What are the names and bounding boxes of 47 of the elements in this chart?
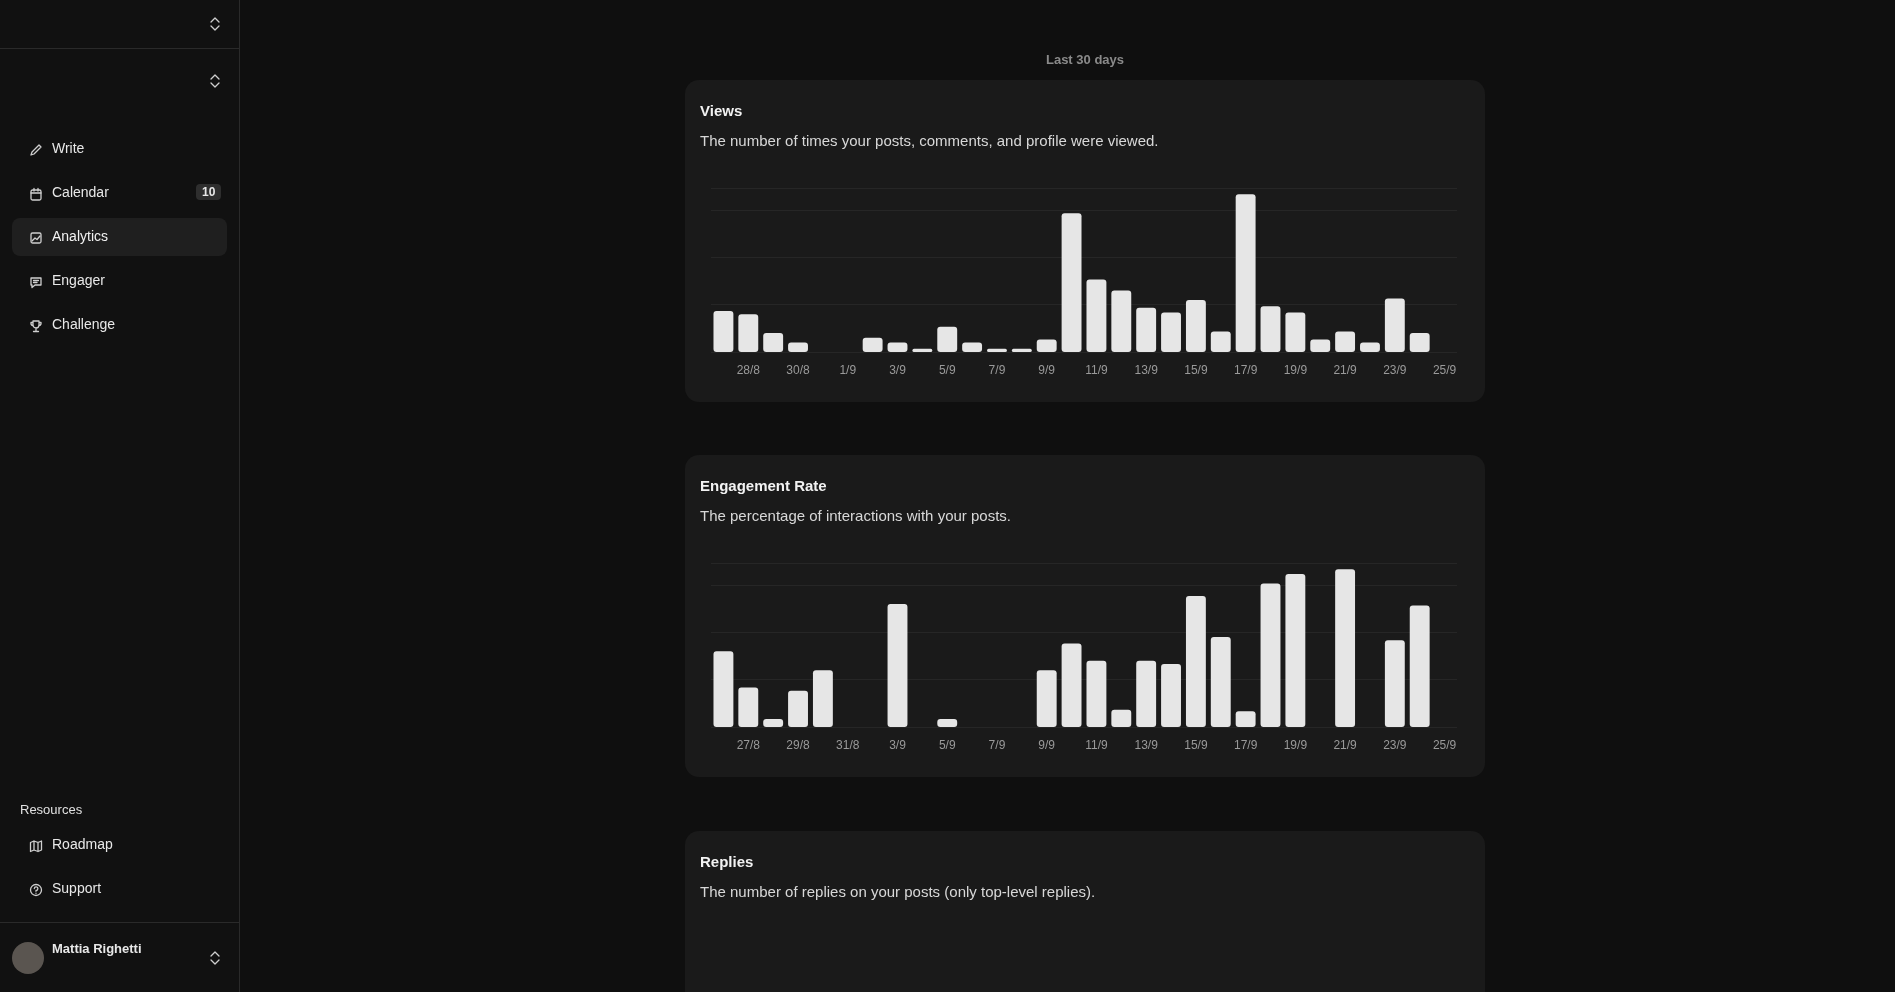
text: Mattia Righetti (52, 941, 142, 956)
x-tick-label: 1/9 (839, 363, 857, 377)
x-tick-label: 27/8 (736, 738, 761, 752)
text: The number of replies on your posts (only top-level replies). (700, 883, 1096, 900)
x-tick-label: 25/9 (1432, 738, 1457, 752)
text: Calendar (52, 184, 109, 200)
x-tick-label: 28/8 (736, 363, 761, 377)
x-tick-label: 17/9 (1233, 363, 1258, 377)
text: Roadmap (52, 836, 113, 852)
x-tick-label: 9/9 (1038, 363, 1056, 377)
x-tick-label: 3/9 (889, 363, 907, 377)
chart-subtitle: The percentage of interactions with your posts. (700, 507, 1012, 524)
x-tick-label: 15/9 (1184, 738, 1208, 752)
text: Last 30 days (1044, 52, 1125, 67)
chart-subtitle: The number of times your posts, comments, and profile were viewed. (700, 132, 1159, 149)
x-tick-label: 21/9 (1333, 363, 1358, 377)
chart-title: Engagement Rate (700, 477, 827, 494)
text: Write (52, 140, 85, 156)
text: Resources (20, 802, 83, 817)
text: Challenge (52, 316, 116, 332)
x-tick-label: 29/8 (786, 738, 811, 752)
text: Replies (700, 853, 754, 870)
x-tick-label: 13/9 (1134, 738, 1159, 752)
chart-title: Views (700, 102, 743, 119)
x-tick-label: 11/9 (1085, 363, 1108, 377)
text: 10 (196, 184, 222, 200)
x-tick-label: 15/9 (1184, 363, 1208, 377)
text: Analytics (52, 228, 109, 244)
x-tick-label: 30/8 (786, 363, 811, 377)
x-tick-label: 23/9 (1383, 363, 1407, 377)
x-tick-label: 17/9 (1233, 738, 1258, 752)
x-tick-label: 7/9 (988, 363, 1006, 377)
text: Support (52, 880, 102, 896)
x-tick-label: 19/9 (1283, 363, 1308, 377)
x-tick-label: 3/9 (889, 738, 907, 752)
x-tick-label: 13/9 (1134, 363, 1159, 377)
x-tick-label: 5/9 (938, 363, 956, 377)
x-tick-label: 5/9 (938, 738, 956, 752)
x-tick-label: 11/9 (1085, 738, 1108, 752)
x-tick-label: 19/9 (1283, 738, 1308, 752)
x-tick-label: 23/9 (1383, 738, 1407, 752)
x-tick-label: 25/9 (1432, 363, 1457, 377)
x-tick-label: 31/8 (836, 738, 860, 752)
x-tick-label: 21/9 (1333, 738, 1358, 752)
text: Engager (52, 272, 105, 288)
x-tick-label: 9/9 (1038, 738, 1056, 752)
x-tick-label: 7/9 (988, 738, 1006, 752)
